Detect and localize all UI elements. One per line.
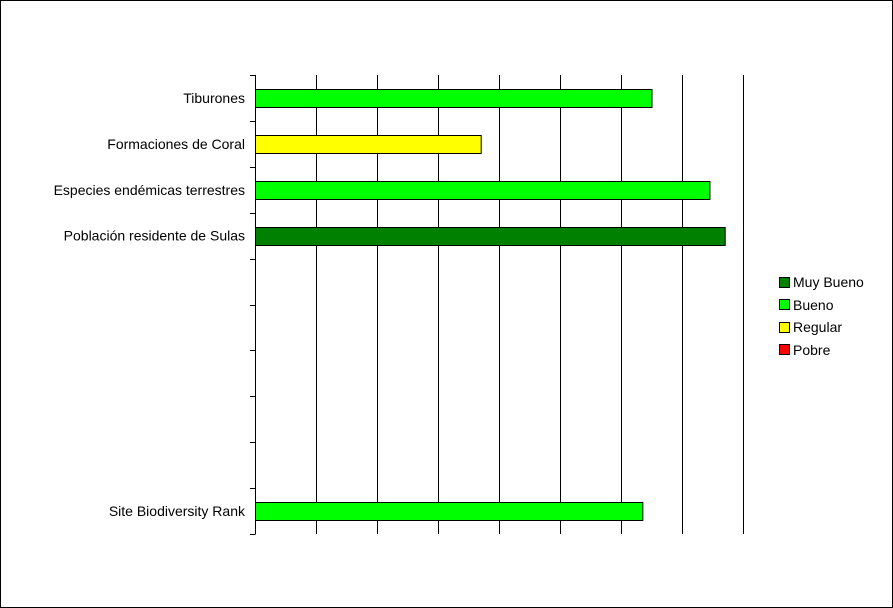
bar (255, 502, 644, 521)
legend-item: Regular (779, 316, 864, 339)
legend-label: Pobre (793, 341, 831, 358)
legend-label: Regular (793, 319, 843, 336)
legend-swatch (779, 299, 790, 311)
legend-swatch (779, 344, 790, 356)
legend-label: Bueno (793, 296, 834, 313)
bar (255, 135, 482, 154)
legend-swatch (779, 276, 790, 288)
category-labels: Tiburones Formaciones de Coral Especies en… (54, 90, 246, 519)
bar (255, 181, 711, 200)
axes (250, 75, 256, 535)
bar (255, 227, 726, 246)
bar (255, 89, 653, 108)
legend-item: Muy Bueno (779, 271, 864, 294)
y-tick-label: Site Biodiversity Rank (109, 503, 246, 519)
bars (255, 89, 726, 521)
legend-swatch (779, 321, 790, 333)
y-tick-label: Especies endémicas terrestres (54, 182, 245, 198)
legend-label: Muy Bueno (793, 274, 864, 291)
legend-item: Bueno (779, 294, 864, 317)
y-tick-label: Población residente de Sulas (64, 228, 245, 244)
legend-item: Pobre (779, 339, 864, 362)
legend: Muy Bueno Bueno Regular Pobre (779, 271, 864, 361)
y-tick-label: Formaciones de Coral (107, 136, 245, 152)
y-tick-label: Tiburones (183, 90, 245, 106)
